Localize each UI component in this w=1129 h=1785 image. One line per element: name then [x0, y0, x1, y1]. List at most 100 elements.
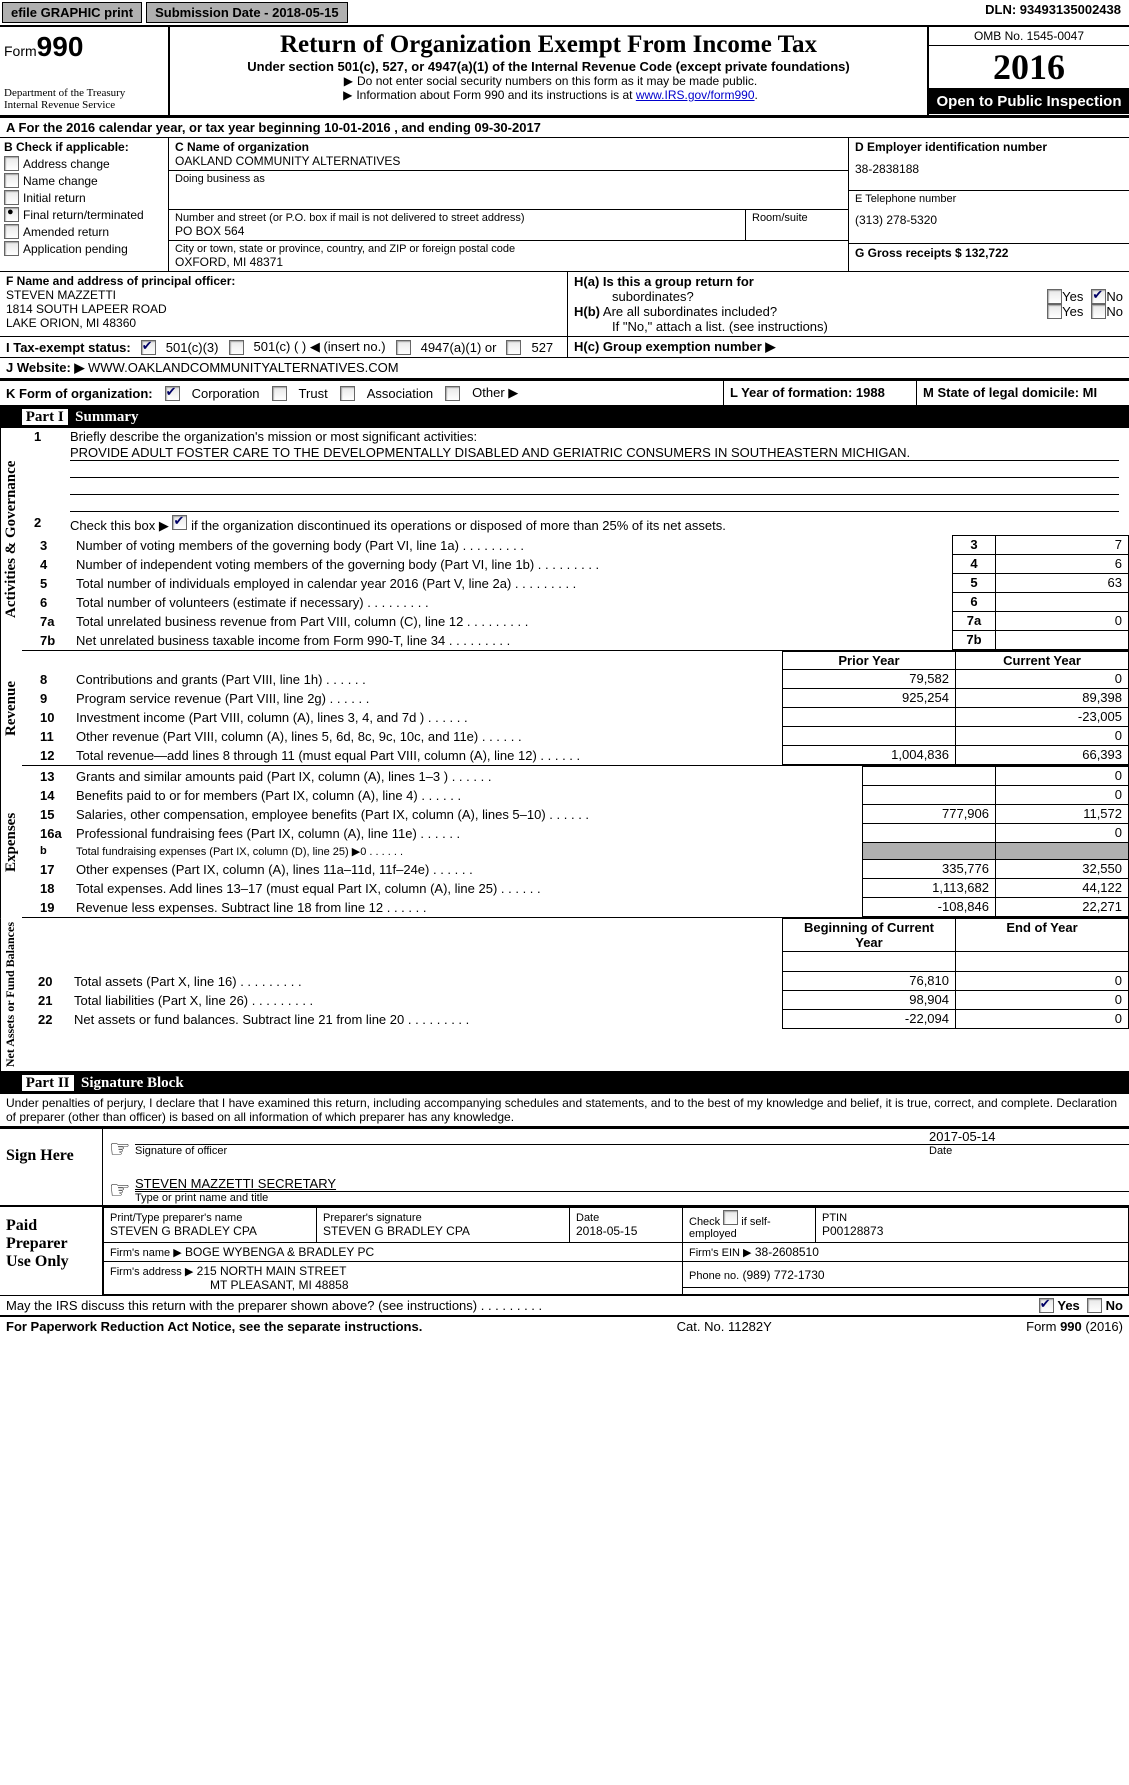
- paid-preparer-section: Paid Preparer Use Only Print/Type prepar…: [0, 1205, 1129, 1295]
- part2-header: Part II Signature Block: [0, 1073, 1129, 1094]
- dept-treasury: Department of the Treasury: [4, 87, 164, 99]
- part1-header: Part I Summary: [0, 407, 1129, 428]
- lbl-application-pending: Application pending: [23, 242, 128, 256]
- part2-title: Signature Block: [81, 1075, 184, 1091]
- room-label: Room/suite: [746, 210, 848, 240]
- dept-irs: Internal Revenue Service: [4, 99, 164, 111]
- form-note2: Information about Form 990 and its instr…: [178, 88, 919, 102]
- lbl-501c: 501(c) ( ) ◀ (insert no.): [254, 339, 386, 355]
- phone-value: (313) 278-5320: [855, 213, 1123, 227]
- ein-value: 38-2838188: [855, 162, 1123, 176]
- block-b: B Check if applicable: Address change Na…: [0, 138, 169, 271]
- cb-501c3[interactable]: [141, 340, 156, 355]
- c-name-label: C Name of organization: [175, 140, 842, 154]
- cb-4947[interactable]: [396, 340, 411, 355]
- cb-discontinued[interactable]: [172, 515, 187, 530]
- city-label: City or town, state or province, country…: [175, 243, 842, 255]
- cb-discuss-yes[interactable]: [1039, 1298, 1054, 1313]
- sig-date: 2017-05-14: [929, 1129, 1129, 1145]
- j-label: J Website: ▶: [6, 360, 84, 376]
- line1-text: Briefly describe the organization's miss…: [70, 429, 1125, 444]
- vert-netassets: Net Assets or Fund Balances: [0, 918, 20, 1071]
- cb-corp[interactable]: [165, 386, 180, 401]
- firm-phone: (989) 772-1730: [743, 1268, 825, 1282]
- cat-no: Cat. No. 11282Y: [677, 1319, 772, 1334]
- form-title: Return of Organization Exempt From Incom…: [178, 31, 919, 59]
- cb-address-change[interactable]: [4, 156, 19, 171]
- ein-label: D Employer identification number: [855, 140, 1123, 154]
- submission-date-button[interactable]: Submission Date - 2018-05-15: [146, 2, 348, 23]
- tax-year: 2016: [929, 46, 1129, 89]
- cb-ha-no[interactable]: [1091, 289, 1106, 304]
- ptin: P00128873: [822, 1224, 1122, 1238]
- cb-self-employed[interactable]: [723, 1210, 738, 1225]
- form-num: 990: [37, 31, 84, 62]
- city-value: OXFORD, MI 48371: [175, 255, 842, 269]
- efile-button[interactable]: efile GRAPHIC print: [2, 2, 142, 23]
- m-label: M State of legal domicile: MI: [923, 385, 1097, 400]
- cb-trust[interactable]: [272, 386, 287, 401]
- ha2-label: subordinates?: [574, 289, 1047, 304]
- discuss-yes: Yes: [1057, 1298, 1079, 1313]
- revenue-table: Prior YearCurrent Year8Contributions and…: [22, 651, 1129, 765]
- cb-assoc[interactable]: [340, 386, 355, 401]
- dba-label: Doing business as: [175, 173, 842, 185]
- cb-discuss-no[interactable]: [1087, 1298, 1102, 1313]
- lbl-527: 527: [531, 340, 553, 355]
- lbl-amended-return: Amended return: [23, 225, 109, 239]
- officer-printed-name: STEVEN MAZZETTI SECRETARY: [135, 1176, 1129, 1192]
- firm-addr2: MT PLEASANT, MI 48858: [210, 1278, 349, 1292]
- dln-label: DLN: 93493135002438: [977, 0, 1129, 25]
- lbl-4947: 4947(a)(1) or: [421, 340, 497, 355]
- org-name: OAKLAND COMMUNITY ALTERNATIVES: [175, 154, 842, 168]
- footer: For Paperwork Reduction Act Notice, see …: [0, 1315, 1129, 1336]
- b-header: B Check if applicable:: [4, 140, 164, 154]
- form-number: Form990: [4, 31, 164, 63]
- cb-527[interactable]: [506, 340, 521, 355]
- cb-ha-yes[interactable]: [1047, 289, 1062, 304]
- sign-here-label: Sign Here: [0, 1129, 103, 1205]
- lbl-corp: Corporation: [192, 386, 260, 401]
- street-value: PO BOX 564: [175, 224, 739, 238]
- lbl-no: No: [1106, 289, 1123, 304]
- netassets-table: Beginning of Current YearEnd of Year20To…: [20, 918, 1129, 1029]
- sig-officer-label: Signature of officer: [135, 1145, 929, 1157]
- firm-ein: 38-2608510: [755, 1245, 819, 1259]
- prep-name: STEVEN G BRADLEY CPA: [110, 1224, 310, 1238]
- cb-final-return[interactable]: [4, 207, 19, 222]
- cb-hb-no[interactable]: [1091, 304, 1106, 319]
- officer-name: STEVEN MAZZETTI: [6, 288, 561, 302]
- lbl-assoc: Association: [367, 386, 433, 401]
- firm-name: BOGE WYBENGA & BRADLEY PC: [185, 1245, 374, 1259]
- cb-501c[interactable]: [229, 340, 244, 355]
- ha-label: H(a) Is this a group return for: [574, 274, 754, 289]
- f-label: F Name and address of principal officer:: [6, 274, 561, 288]
- officer-addr1: 1814 SOUTH LAPEER ROAD: [6, 302, 561, 316]
- vert-activities: Activities & Governance: [0, 428, 22, 651]
- form-header: Form990 Department of the Treasury Inter…: [0, 27, 1129, 118]
- cb-initial-return[interactable]: [4, 190, 19, 205]
- lbl-no2: No: [1106, 304, 1123, 319]
- cb-name-change[interactable]: [4, 173, 19, 188]
- preparer-table: Print/Type preparer's nameSTEVEN G BRADL…: [103, 1207, 1129, 1295]
- block-d: D Employer identification number 38-2838…: [849, 138, 1129, 271]
- cb-hb-yes[interactable]: [1047, 304, 1062, 319]
- perjury-text: Under penalties of perjury, I declare th…: [0, 1094, 1129, 1127]
- sign-here-section: Sign Here ☞ 2017-05-14 Signature of offi…: [0, 1127, 1129, 1205]
- inspection-label: Open to Public Inspection: [929, 89, 1129, 114]
- cb-amended-return[interactable]: [4, 224, 19, 239]
- form-prefix: Form: [4, 43, 37, 59]
- paperwork-notice: For Paperwork Reduction Act Notice, see …: [6, 1319, 422, 1334]
- type-name-label: Type or print name and title: [135, 1192, 1129, 1204]
- discuss-text: May the IRS discuss this return with the…: [6, 1298, 477, 1313]
- lbl-final-return: Final return/terminated: [23, 208, 144, 222]
- lbl-501c3: 501(c)(3): [166, 340, 219, 355]
- form990-link[interactable]: www.IRS.gov/form990: [636, 88, 755, 102]
- paid-preparer-label: Paid Preparer Use Only: [0, 1207, 103, 1295]
- cb-other[interactable]: [445, 386, 460, 401]
- cb-application-pending[interactable]: [4, 241, 19, 256]
- vert-revenue: Revenue: [0, 651, 22, 766]
- i-label: I Tax-exempt status:: [6, 340, 131, 355]
- top-bar: efile GRAPHIC print Submission Date - 20…: [0, 0, 1129, 27]
- sig-date-label: Date: [929, 1145, 1129, 1157]
